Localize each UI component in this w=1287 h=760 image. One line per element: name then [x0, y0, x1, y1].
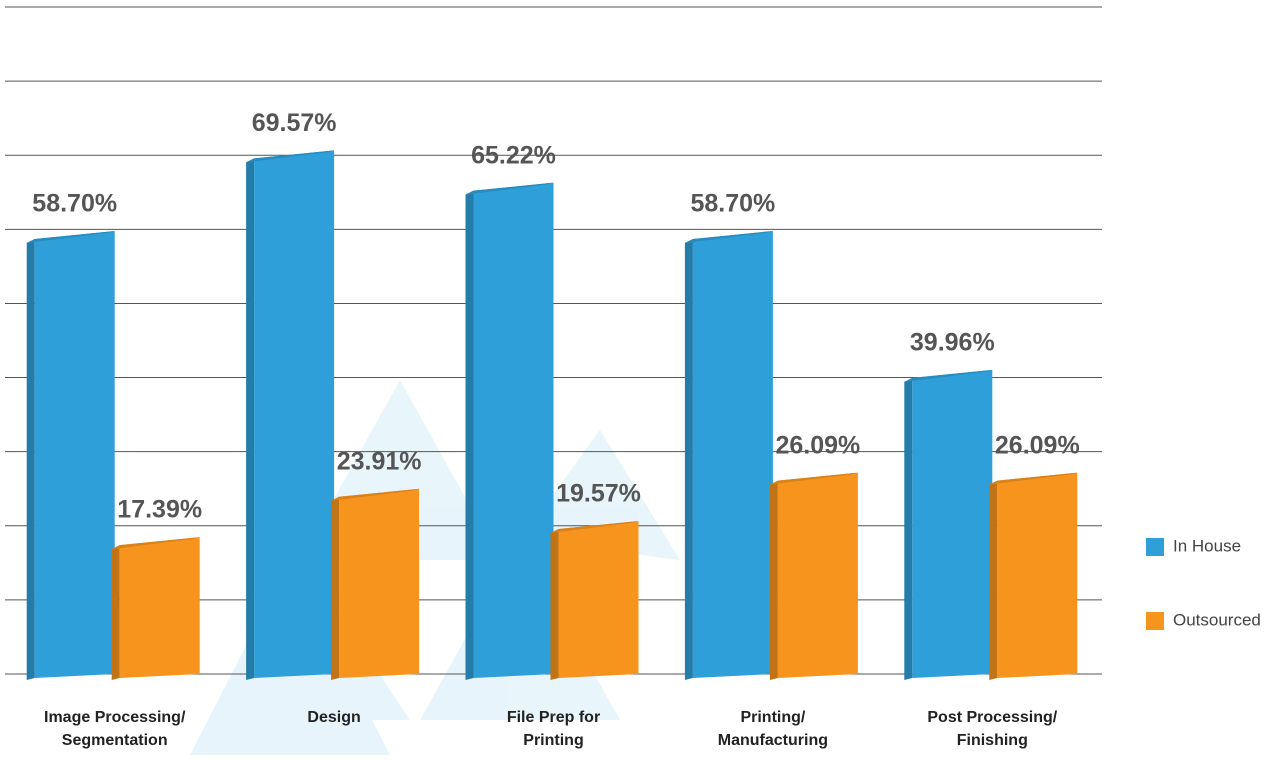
value-label: 58.70%: [32, 190, 117, 218]
bar-side: [904, 377, 913, 680]
bar-top: [111, 537, 200, 550]
legend-label: In House: [1173, 536, 1241, 555]
bar: [254, 150, 335, 678]
value-label: 39.96%: [910, 328, 995, 356]
bar: [119, 537, 200, 678]
bar: [997, 472, 1078, 678]
bar-side: [465, 190, 474, 680]
bar-top: [550, 520, 639, 533]
bar: [34, 230, 115, 678]
value-label: 69.57%: [252, 109, 337, 137]
bar-top: [989, 472, 1078, 485]
x-tick-label: Design: [307, 709, 360, 726]
value-label: 58.70%: [691, 190, 776, 218]
bar: [912, 369, 993, 678]
value-label: 26.09%: [776, 431, 861, 459]
bar-top: [26, 230, 115, 243]
bar: [692, 230, 773, 678]
bar: [777, 472, 858, 678]
bar-side: [550, 528, 559, 680]
value-label: 17.39%: [117, 496, 202, 524]
value-label: 23.91%: [337, 447, 422, 475]
bar-side: [26, 238, 35, 680]
x-tick-label: Image Processing/Segmentation: [44, 709, 186, 749]
bar-side: [684, 238, 693, 680]
bar-side: [331, 496, 340, 680]
bar-top: [246, 150, 335, 163]
bar-side: [989, 480, 998, 680]
bar-top: [769, 472, 858, 485]
bar-top: [684, 230, 773, 243]
x-tick-label: File Prep for Printing: [507, 709, 600, 749]
bar-side: [111, 545, 120, 680]
legend-swatch: [1146, 612, 1164, 630]
legend-swatch: [1146, 538, 1164, 556]
x-tick-label: Post Processing/Finishing: [927, 709, 1057, 749]
value-label: 19.57%: [556, 480, 641, 508]
bar-top: [331, 488, 420, 501]
bar: [339, 488, 420, 678]
bar: [473, 182, 554, 678]
legend-label: Outsourced: [1173, 610, 1261, 629]
bar-top: [465, 182, 554, 195]
value-label: 26.09%: [995, 431, 1080, 459]
x-tick-label: Printing/Manufacturing: [718, 709, 828, 749]
value-label: 65.22%: [471, 141, 556, 169]
bar: [558, 520, 639, 678]
bar-side: [769, 480, 778, 680]
bar-top: [904, 369, 993, 382]
bar-side: [246, 158, 255, 680]
